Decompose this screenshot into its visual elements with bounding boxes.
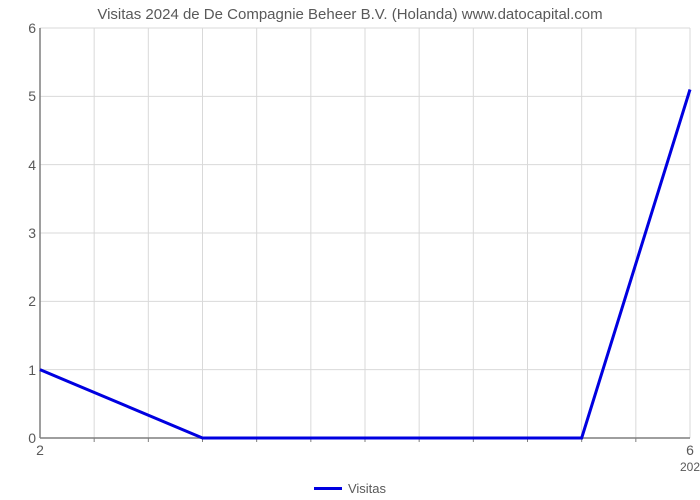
y-tick-label: 3 — [6, 225, 36, 241]
y-tick-label: 0 — [6, 430, 36, 446]
legend: Visitas — [0, 480, 700, 496]
y-tick-label: 6 — [6, 20, 36, 36]
y-tick-label: 4 — [6, 157, 36, 173]
legend-swatch — [314, 487, 342, 490]
y-tick-label: 1 — [6, 362, 36, 378]
y-tick-label: 5 — [6, 88, 36, 104]
y-tick-label: 2 — [6, 293, 36, 309]
line-chart: Visitas 2024 de De Compagnie Beheer B.V.… — [0, 0, 700, 500]
x-sub-label: 202 — [680, 460, 700, 474]
legend-label: Visitas — [348, 481, 386, 496]
x-tick-label: 6 — [686, 442, 694, 458]
chart-title: Visitas 2024 de De Compagnie Beheer B.V.… — [0, 6, 700, 23]
x-tick-label: 2 — [36, 442, 44, 458]
plot-area — [40, 28, 690, 438]
gridlines — [40, 28, 690, 438]
chart-svg — [40, 28, 690, 438]
